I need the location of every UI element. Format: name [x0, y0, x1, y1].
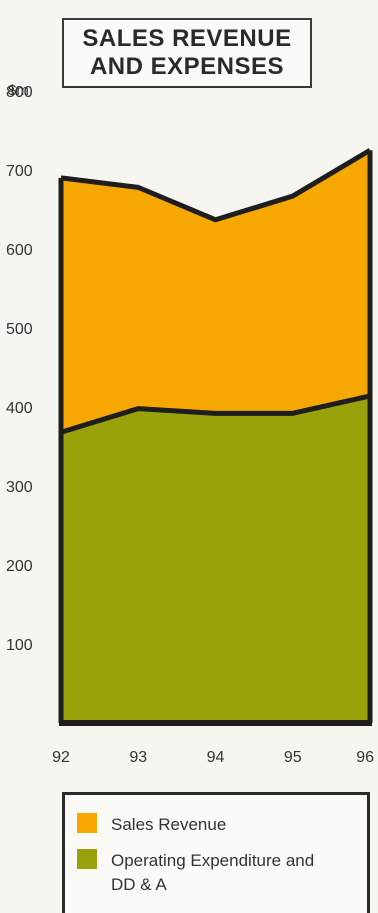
- x-tick-label: 95: [284, 749, 302, 766]
- legend-item-sales-revenue: Sales Revenue: [77, 813, 226, 837]
- x-tick-label: 93: [129, 749, 147, 766]
- area-operating-expenditure: [61, 396, 370, 723]
- area-chart: 100 200 300 400 500 600 700 800 92 93 94 95 96: [0, 0, 378, 780]
- y-tick-label: 500: [6, 321, 33, 338]
- y-tick-label: 400: [6, 400, 33, 417]
- legend-swatch-sales-revenue: [77, 813, 97, 833]
- y-tick-label: 800: [6, 84, 33, 101]
- legend-label-sales-revenue: Sales Revenue: [111, 813, 226, 837]
- x-tick-label: 92: [52, 749, 70, 766]
- x-tick-label: 94: [207, 749, 225, 766]
- legend-label-operating-expenditure: Operating Expenditure and DD & A: [111, 849, 341, 897]
- legend-item-operating-expenditure: Operating Expenditure and DD & A: [77, 849, 341, 897]
- y-tick-label: 300: [6, 479, 33, 496]
- y-tick-label: 700: [6, 163, 33, 180]
- y-tick-label: 100: [6, 637, 33, 654]
- legend-swatch-operating-expenditure: [77, 849, 97, 869]
- x-tick-label: 96: [356, 749, 374, 766]
- y-tick-label: 600: [6, 242, 33, 259]
- legend: Sales Revenue Operating Expenditure and …: [62, 792, 370, 913]
- y-tick-label: 200: [6, 558, 33, 575]
